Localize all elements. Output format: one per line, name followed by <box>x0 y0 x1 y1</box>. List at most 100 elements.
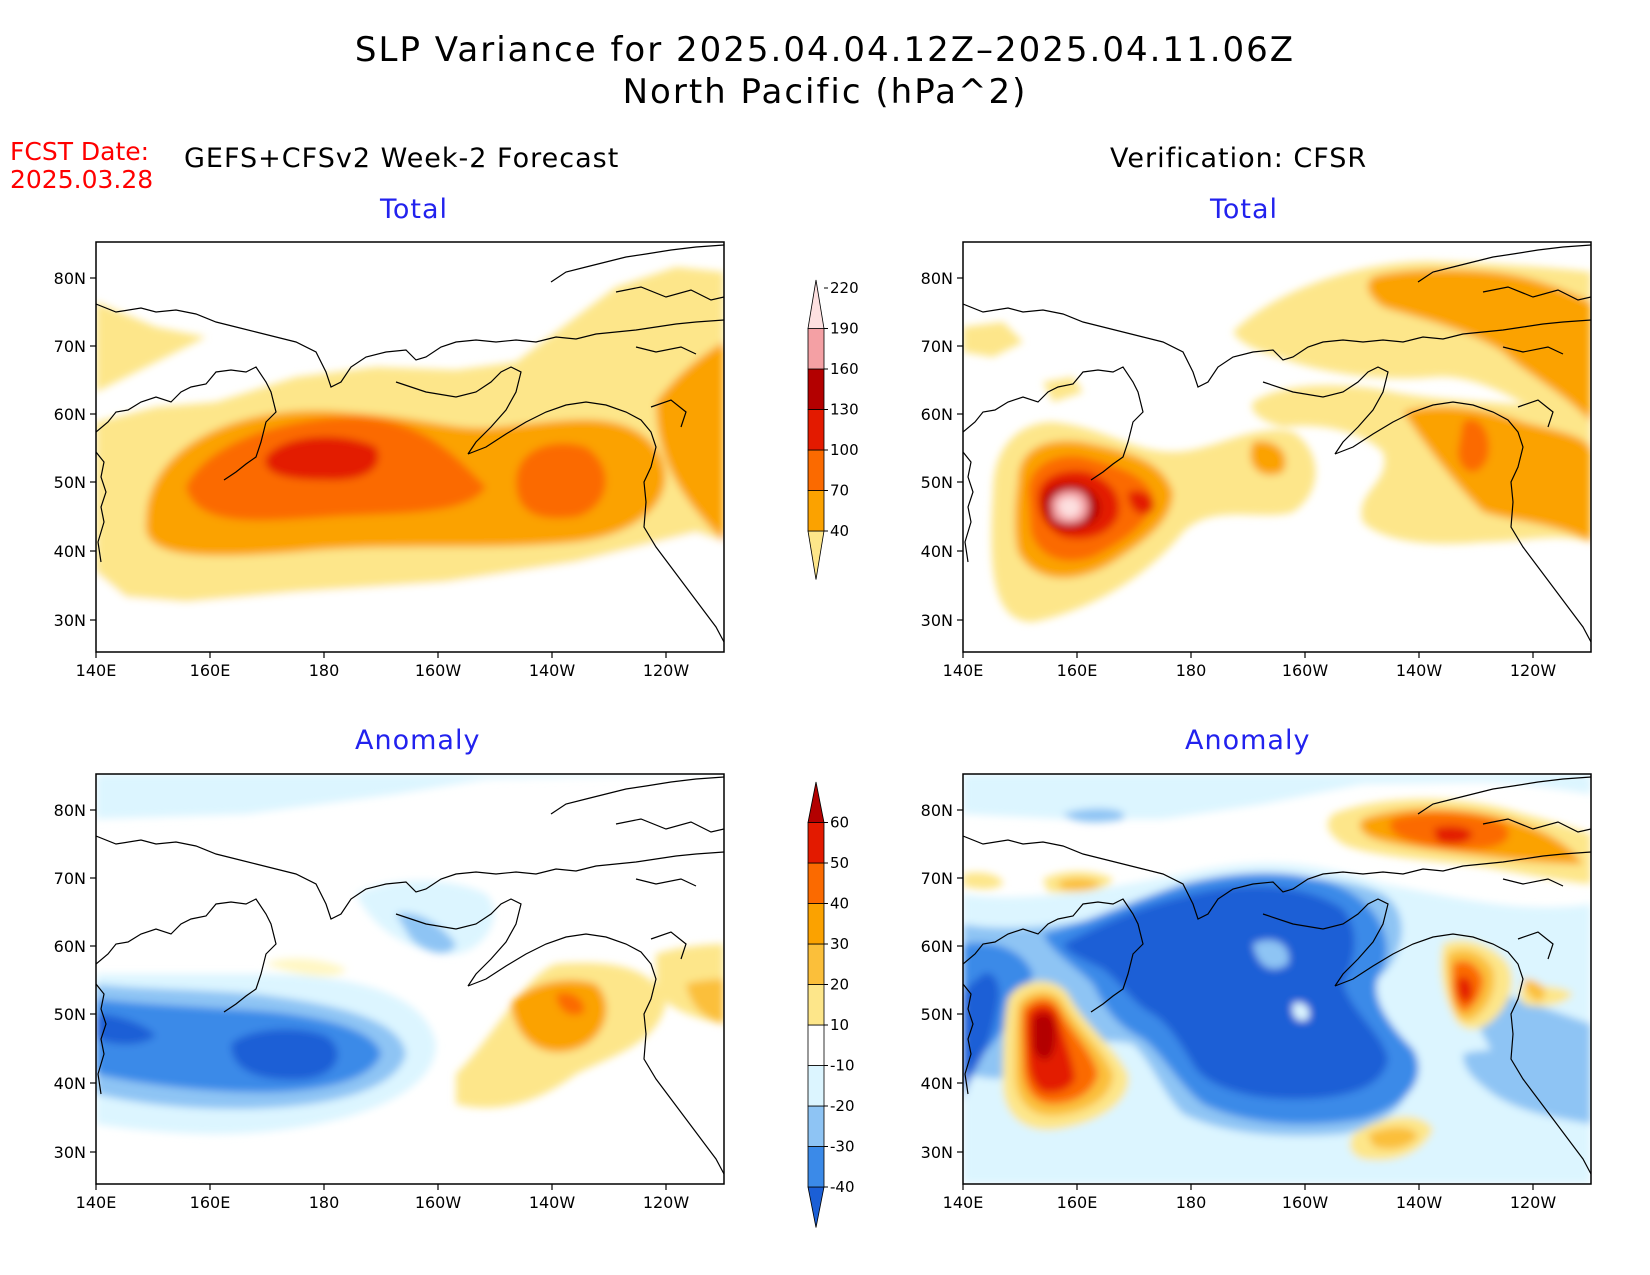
lon-label: 160E <box>190 1193 231 1212</box>
colorbar-total-swatch <box>807 490 825 532</box>
colorbar-total-label: 190 <box>830 320 859 338</box>
colorbar-total-swatch <box>807 449 825 491</box>
colorbar-anomaly-swatch <box>807 1146 825 1188</box>
map-total-forecast <box>96 242 724 652</box>
lat-label: 60N <box>54 405 86 424</box>
colorbar-anomaly-swatch <box>807 943 825 985</box>
colorbar-anomaly-label: 50 <box>830 854 849 872</box>
axes-layer: 80N 70N 60N 50N 40N 30N 140E 160E 180 160W 140W 120… <box>54 269 1557 1212</box>
panel-title-anomaly-forecast: Anomaly <box>355 725 481 756</box>
colorbar-anomaly-label: -10 <box>830 1057 855 1075</box>
figure-subtitle: North Pacific (hPa^2) <box>622 72 1028 112</box>
lon-label: 160W <box>415 1193 462 1212</box>
lat-label: 50N <box>921 1005 953 1024</box>
colorbar-anomaly-label: -40 <box>830 1178 855 1196</box>
colorbar-total: 40 70 100 130 160 190 220 <box>807 279 859 580</box>
lon-label: 120W <box>1510 1193 1557 1212</box>
colorbar-total-label: 70 <box>830 482 849 500</box>
colorbar-anomaly-label: 10 <box>830 1016 849 1034</box>
lon-label: 160E <box>1057 661 1098 680</box>
panel-title-total-verification: Total <box>1210 194 1279 225</box>
lat-label: 50N <box>54 473 86 492</box>
fcst-date-label: FCST Date: <box>10 137 150 166</box>
lat-label: 40N <box>54 542 86 561</box>
colorbar-total-swatch <box>807 368 825 410</box>
colorbar-anomaly-swatch <box>807 862 825 904</box>
lat-label: 50N <box>921 473 953 492</box>
map-anomaly-verification <box>963 774 1591 1184</box>
colorbar-total-swatch <box>807 328 825 370</box>
colorbar-anomaly-swatch <box>807 1105 825 1147</box>
lon-label: 120W <box>643 661 690 680</box>
colorbar-anomaly-swatch <box>807 1186 825 1228</box>
colorbar-anomaly: -40 -30 -20 -10 10 20 30 40 50 60 <box>807 781 855 1228</box>
frame-total-verification <box>962 241 1592 653</box>
lon-label: 140W <box>529 661 576 680</box>
lon-label: 180 <box>1176 661 1207 680</box>
lat-label: 70N <box>921 337 953 356</box>
lat-label: 70N <box>921 869 953 888</box>
lon-label: 180 <box>309 661 340 680</box>
colorbar-total-label: 100 <box>830 441 859 459</box>
lon-label: 140W <box>1396 1193 1443 1212</box>
lat-label: 40N <box>54 1074 86 1093</box>
lon-label: 140E <box>76 1193 117 1212</box>
lon-label: 160E <box>1057 1193 1098 1212</box>
frame-anomaly-verification <box>962 773 1592 1185</box>
verification-header: Verification: CFSR <box>1110 143 1368 174</box>
lon-label: 160W <box>1282 1193 1329 1212</box>
lat-label: 80N <box>921 269 953 288</box>
lat-label: 30N <box>54 1143 86 1162</box>
lat-label: 40N <box>921 542 953 561</box>
colorbar-total-swatch <box>807 530 825 580</box>
colorbar-anomaly-label: -30 <box>830 1138 855 1156</box>
panel-title-total-forecast: Total <box>380 194 449 225</box>
panel-title-anomaly-verification: Anomaly <box>1185 725 1311 756</box>
colorbar-anomaly-swatch <box>807 822 825 864</box>
colorbar-anomaly-swatch <box>807 903 825 945</box>
lat-label: 30N <box>921 611 953 630</box>
forecast-header: GEFS+CFSv2 Week-2 Forecast <box>184 143 620 174</box>
colorbar-total-label: 130 <box>830 401 859 419</box>
lon-label: 140E <box>943 1193 984 1212</box>
lon-label: 160W <box>415 661 462 680</box>
colorbar-anomaly-swatch <box>807 1024 825 1066</box>
colorbar-anomaly-label: 40 <box>830 895 849 913</box>
lat-label: 60N <box>54 937 86 956</box>
figure-title: SLP Variance for 2025.04.04.12Z–2025.04.… <box>354 30 1296 70</box>
lat-label: 70N <box>54 869 86 888</box>
lon-label: 160E <box>190 661 231 680</box>
colorbar-anomaly-label: 30 <box>830 935 849 953</box>
lat-label: 50N <box>54 1005 86 1024</box>
lat-label: 80N <box>54 269 86 288</box>
lon-label: 140E <box>76 661 117 680</box>
lat-label: 60N <box>921 405 953 424</box>
lon-label: 180 <box>309 1193 340 1212</box>
lon-label: 140W <box>1396 661 1443 680</box>
lon-label: 140E <box>943 661 984 680</box>
map-total-verification <box>963 242 1591 652</box>
map-anomaly-forecast <box>96 774 724 1184</box>
lat-label: 70N <box>54 337 86 356</box>
lat-label: 30N <box>921 1143 953 1162</box>
lat-label: 80N <box>921 801 953 820</box>
frame-anomaly-forecast <box>95 773 725 1185</box>
colorbar-anomaly-swatch <box>807 781 825 823</box>
lon-label: 120W <box>1510 661 1557 680</box>
lat-label: 40N <box>921 1074 953 1093</box>
lon-label: 180 <box>1176 1193 1207 1212</box>
lat-label: 80N <box>54 801 86 820</box>
colorbar-anomaly-swatch <box>807 1065 825 1107</box>
colorbar-total-swatch <box>807 279 825 329</box>
colorbar-total-label: 160 <box>830 360 859 378</box>
fcst-date-value: 2025.03.28 <box>10 165 154 194</box>
colorbar-anomaly-label: -20 <box>830 1097 855 1115</box>
lon-label: 120W <box>643 1193 690 1212</box>
colorbar-total-label: 40 <box>830 522 849 540</box>
lat-label: 30N <box>54 611 86 630</box>
colorbar-total-swatch <box>807 409 825 451</box>
frame-total-forecast <box>95 241 725 653</box>
lat-label: 60N <box>921 937 953 956</box>
fcst-date: FCST Date: 2025.03.28 <box>10 138 153 194</box>
